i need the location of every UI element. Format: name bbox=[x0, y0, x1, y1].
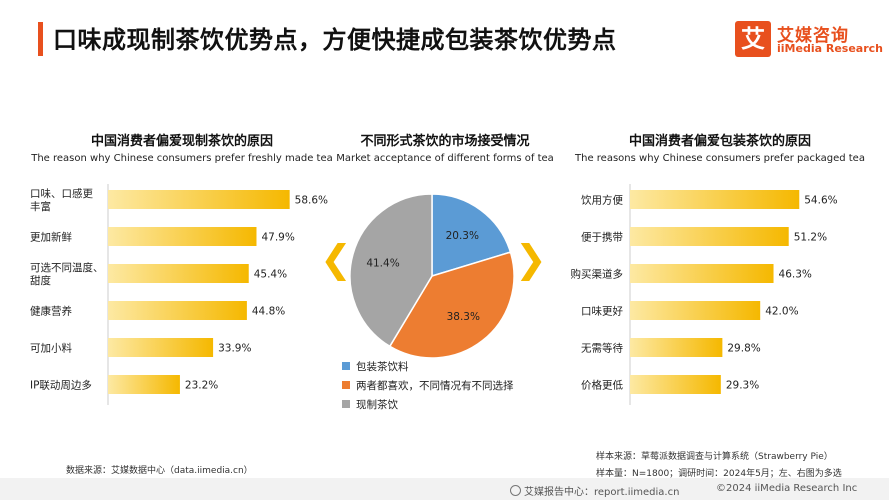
footer-report-link[interactable]: 艾媒报告中心：report.iimedia.cn bbox=[524, 487, 680, 498]
pie-slice bbox=[388, 251, 515, 359]
right-value-label: 29.8% bbox=[727, 343, 760, 355]
right-category-label: 便于携带 bbox=[581, 231, 623, 244]
left-category-label: IP联动周边多 bbox=[30, 379, 92, 392]
center-chart-subtitle: Market acceptance of different forms of … bbox=[336, 153, 554, 164]
page-title: 口味成现制茶饮优势点，方便快捷成包装茶饮优势点 bbox=[53, 26, 617, 54]
left-category-label: 可选不同温度、 bbox=[30, 261, 104, 274]
globe-icon bbox=[510, 485, 521, 496]
right-category-label: 饮用方便 bbox=[581, 194, 623, 207]
sample-size-note: 样本量：N=1800；调研时间：2024年5月；左、右图为多选 bbox=[596, 469, 842, 479]
left-value-label: 44.8% bbox=[252, 306, 285, 318]
left-chart-title: 中国消费者偏爱现制茶饮的原因 bbox=[90, 134, 273, 149]
right-category-label: 口味更好 bbox=[581, 306, 623, 318]
left-bar bbox=[108, 190, 290, 209]
left-bar bbox=[108, 375, 180, 394]
right-bar bbox=[630, 301, 761, 320]
right-value-label: 51.2% bbox=[794, 232, 827, 244]
left-value-label: 33.9% bbox=[218, 343, 251, 355]
pie-value-label: 38.3% bbox=[447, 311, 480, 323]
right-bar bbox=[630, 338, 723, 357]
right-category-label: 价格更低 bbox=[581, 379, 623, 392]
right-value-label: 29.3% bbox=[726, 380, 759, 392]
left-category-label: 丰富 bbox=[30, 200, 51, 213]
center-chart-title: 不同形式茶饮的市场接受情况 bbox=[360, 134, 530, 149]
left-chart-subtitle: The reason why Chinese consumers prefer … bbox=[31, 153, 333, 164]
right-bar bbox=[630, 375, 721, 394]
data-source-note: 数据来源：艾媒数据中心（data.iimedia.cn） bbox=[66, 466, 253, 476]
legend-swatch bbox=[342, 381, 350, 389]
logo-english-name: iiMedia Research bbox=[777, 42, 883, 55]
footer-report-center[interactable]: 艾媒报告中心：report.iimedia.cn bbox=[510, 483, 679, 498]
left-value-label: 58.6% bbox=[295, 195, 328, 207]
legend-label: 现制茶饮 bbox=[356, 398, 398, 411]
right-value-label: 54.6% bbox=[804, 195, 837, 207]
legend-label: 包装茶饮料 bbox=[356, 360, 409, 373]
right-bar bbox=[630, 264, 774, 283]
footer-copyright: ©2024 iiMedia Research Inc bbox=[716, 483, 858, 494]
chevron-left-icon: ❮ bbox=[320, 237, 352, 281]
legend-label: 两者都喜欢，不同情况有不同选择 bbox=[356, 379, 514, 392]
right-value-label: 46.3% bbox=[779, 269, 812, 281]
right-category-label: 购买渠道多 bbox=[571, 268, 624, 281]
left-value-label: 45.4% bbox=[254, 269, 287, 281]
right-chart-subtitle: The reasons why Chinese consumers prefer… bbox=[575, 153, 865, 164]
legend-swatch bbox=[342, 362, 350, 370]
left-category-label: 健康营养 bbox=[30, 305, 72, 318]
right-bar bbox=[630, 190, 800, 209]
right-category-label: 无需等待 bbox=[581, 342, 623, 355]
sample-source-note: 样本来源：草莓派数据调查与计算系统（Strawberry Pie） bbox=[596, 452, 833, 462]
left-category-label: 口味、口感更 bbox=[30, 187, 93, 200]
left-category-label: 可加小料 bbox=[30, 342, 72, 355]
legend-swatch bbox=[342, 400, 350, 408]
left-bar bbox=[108, 227, 257, 246]
logo-mark: 艾 bbox=[735, 21, 771, 57]
pie-value-label: 20.3% bbox=[446, 230, 479, 242]
left-bar bbox=[108, 338, 214, 357]
pie-slice bbox=[349, 193, 433, 348]
brand-logo: 艾 艾媒咨询 iiMedia Research bbox=[735, 21, 885, 59]
pie-slice bbox=[431, 193, 512, 278]
left-category-label: 甜度 bbox=[30, 274, 51, 287]
left-category-label: 更加新鲜 bbox=[30, 231, 72, 244]
right-chart-title: 中国消费者偏爱包装茶饮的原因 bbox=[628, 134, 811, 149]
chevron-right-icon: ❯ bbox=[515, 237, 547, 281]
left-bar bbox=[108, 264, 249, 283]
right-value-label: 42.0% bbox=[765, 306, 798, 318]
title-accent-bar bbox=[38, 22, 43, 56]
logo-chinese-name: 艾媒咨询 bbox=[777, 26, 849, 46]
pie-value-label: 41.4% bbox=[366, 257, 399, 269]
right-bar bbox=[630, 227, 789, 246]
left-value-label: 23.2% bbox=[185, 380, 218, 392]
right-bar-chart: 54.6% 饮用方便 51.2% 便于携带 46.3% 购买渠道多 42.0% 口味更好 29.… bbox=[571, 184, 838, 405]
footer-bar: 艾媒报告中心：report.iimedia.cn ©2024 iiMedia R… bbox=[0, 478, 889, 500]
left-bar bbox=[108, 301, 247, 320]
left-value-label: 47.9% bbox=[261, 232, 294, 244]
